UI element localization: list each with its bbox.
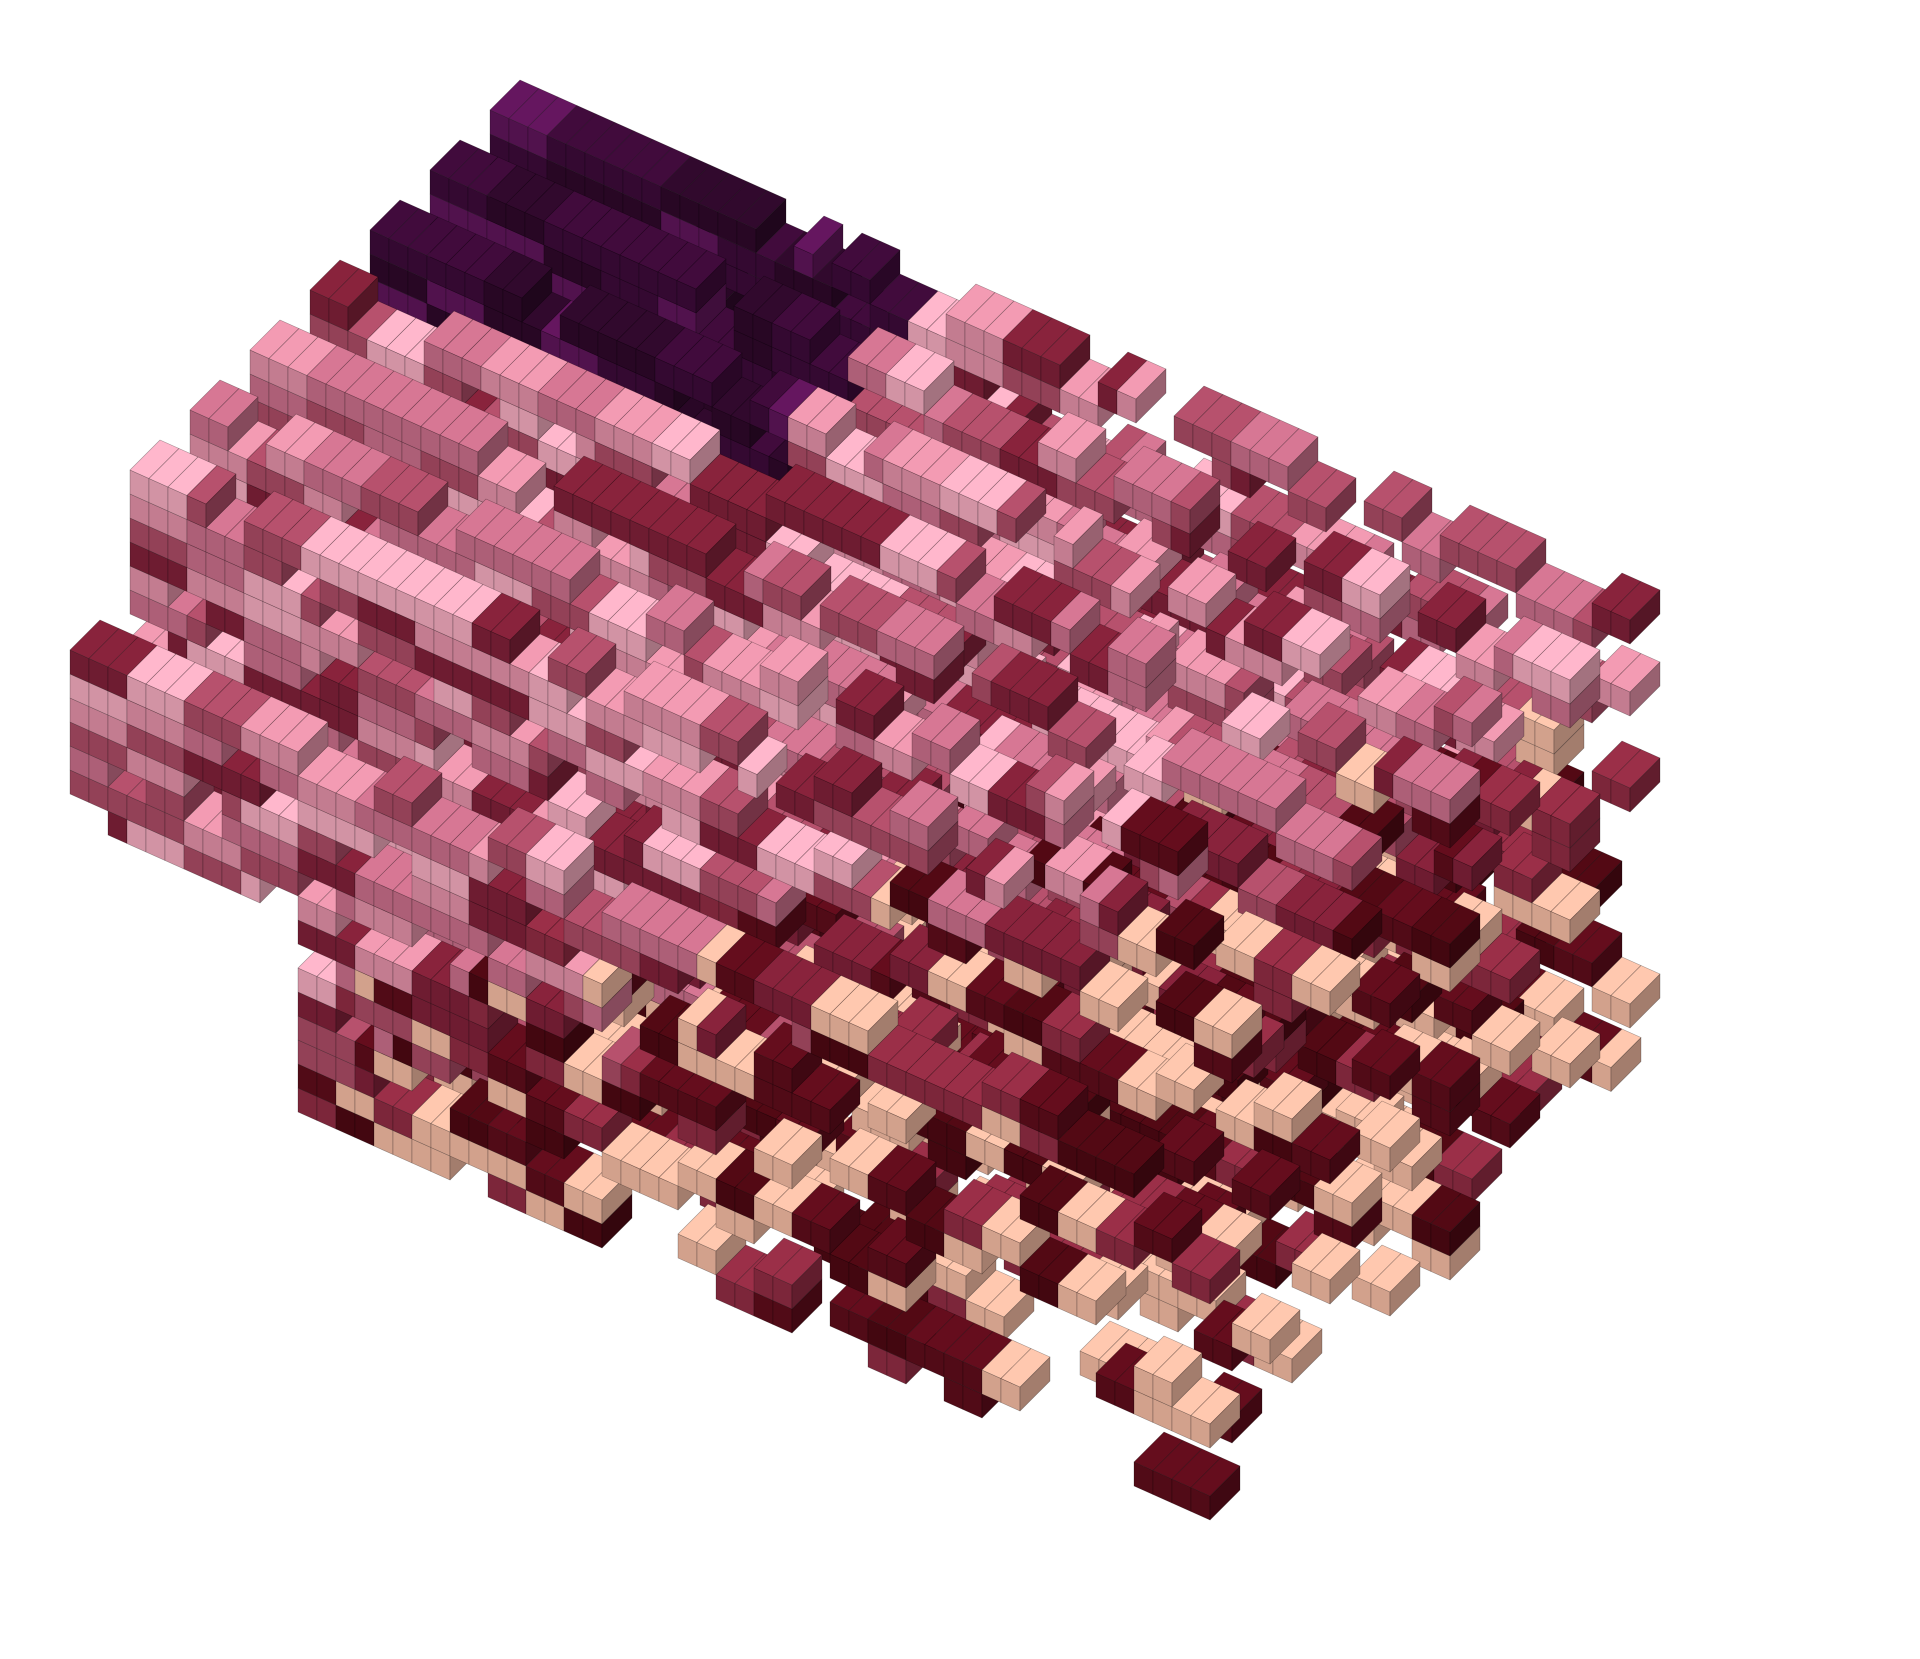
voxel-top-face: [328, 268, 379, 308]
voxel-group: [69, 79, 1661, 1521]
voxel-top-face: [186, 465, 237, 505]
voxel-top-face: [502, 259, 553, 299]
voxel-top-face: [208, 388, 259, 428]
